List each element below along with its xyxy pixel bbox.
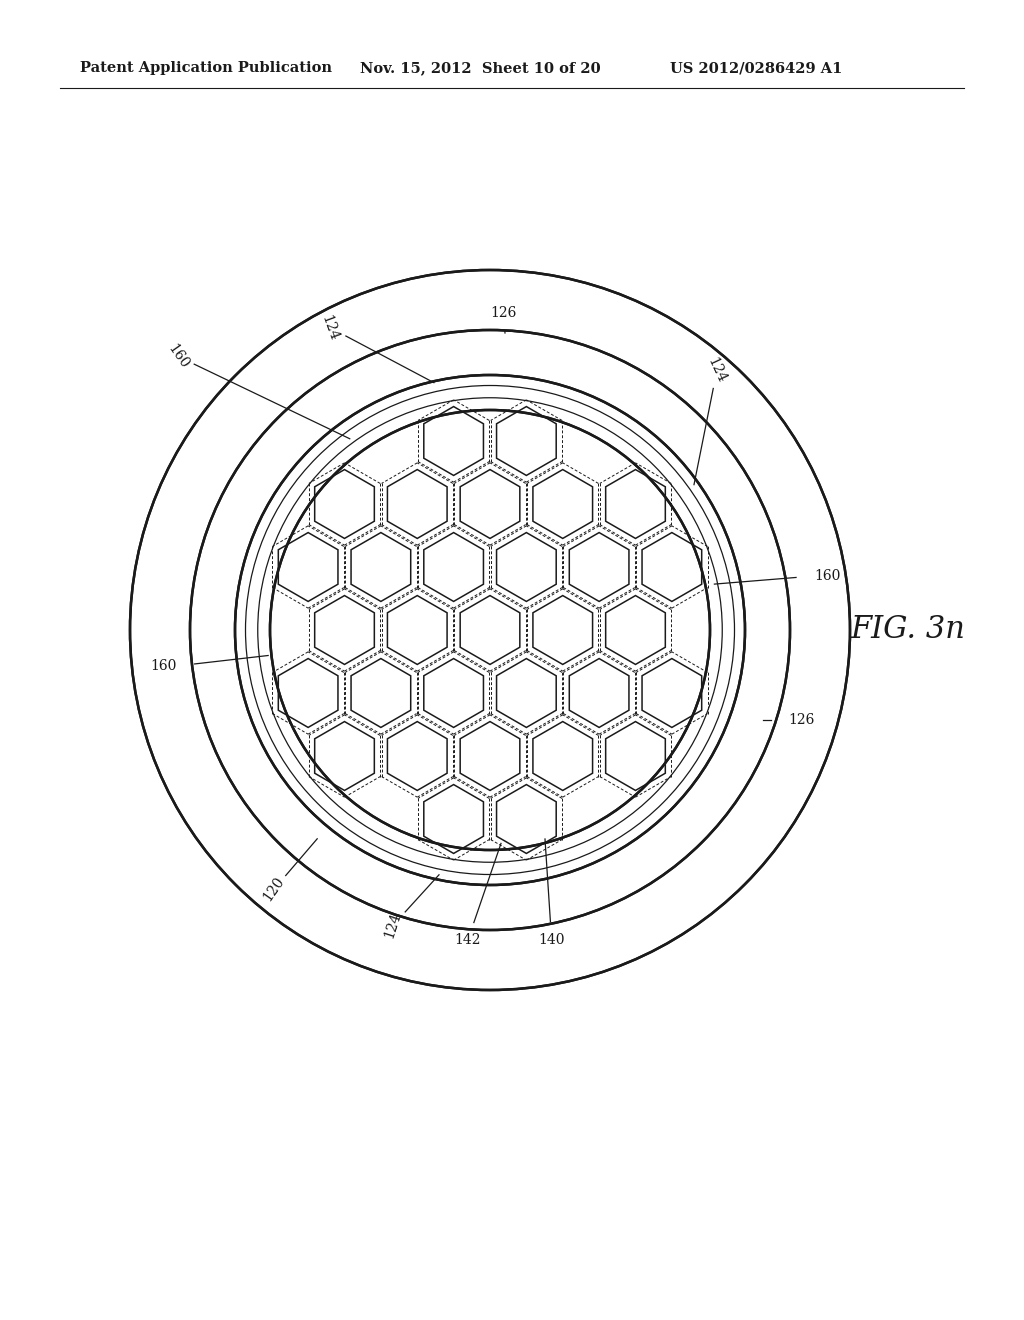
Text: 140: 140 (539, 933, 565, 946)
Polygon shape (424, 784, 483, 854)
Polygon shape (460, 470, 520, 539)
Text: 124: 124 (705, 356, 729, 385)
Polygon shape (460, 722, 520, 791)
Polygon shape (497, 532, 556, 602)
Polygon shape (279, 659, 338, 727)
Polygon shape (314, 722, 375, 791)
Polygon shape (605, 470, 666, 539)
Polygon shape (532, 470, 593, 539)
Polygon shape (424, 659, 483, 727)
Polygon shape (532, 595, 593, 664)
Polygon shape (569, 659, 629, 727)
Text: 120: 120 (261, 874, 288, 904)
Polygon shape (642, 532, 701, 602)
Polygon shape (497, 659, 556, 727)
Polygon shape (387, 470, 447, 539)
Polygon shape (497, 784, 556, 854)
Polygon shape (532, 722, 593, 791)
Text: 126: 126 (489, 306, 516, 321)
Polygon shape (387, 722, 447, 791)
Text: 124: 124 (318, 313, 341, 342)
Polygon shape (279, 532, 338, 602)
Text: 142: 142 (455, 933, 481, 946)
Text: 160: 160 (151, 659, 177, 673)
Polygon shape (605, 595, 666, 664)
Polygon shape (351, 659, 411, 727)
Text: Patent Application Publication: Patent Application Publication (80, 61, 332, 75)
Polygon shape (351, 532, 411, 602)
Polygon shape (569, 532, 629, 602)
Text: 160: 160 (814, 569, 841, 583)
Polygon shape (387, 595, 447, 664)
Text: 126: 126 (788, 713, 815, 727)
Polygon shape (314, 595, 375, 664)
Polygon shape (424, 407, 483, 475)
Polygon shape (605, 722, 666, 791)
Polygon shape (642, 659, 701, 727)
Text: FIG. 3n: FIG. 3n (850, 615, 965, 645)
Text: 124: 124 (382, 911, 403, 940)
Polygon shape (497, 407, 556, 475)
Polygon shape (424, 532, 483, 602)
Text: US 2012/0286429 A1: US 2012/0286429 A1 (670, 61, 843, 75)
Text: 160: 160 (165, 342, 191, 371)
Text: Nov. 15, 2012  Sheet 10 of 20: Nov. 15, 2012 Sheet 10 of 20 (360, 61, 601, 75)
Polygon shape (460, 595, 520, 664)
Polygon shape (314, 470, 375, 539)
